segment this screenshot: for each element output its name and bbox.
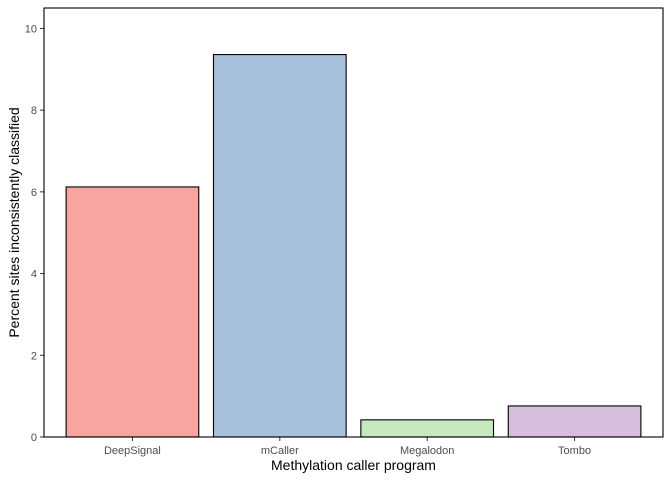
- x-tick-label: Megalodon: [400, 445, 454, 457]
- y-tick-label: 0: [31, 432, 37, 444]
- x-axis-title: Methylation caller program: [271, 457, 436, 473]
- bar-deepsignal: [65, 186, 200, 438]
- plot-panel-border: [43, 7, 664, 438]
- bar-megalodon: [360, 419, 495, 438]
- bar-mcaller: [212, 54, 347, 438]
- bar-tombo: [507, 405, 642, 438]
- y-axis: 0 2 4 6 8 10: [25, 23, 44, 444]
- x-tick-label: DeepSignal: [104, 445, 161, 457]
- x-tick-label: mCaller: [261, 445, 299, 457]
- y-axis-title: Percent sites inconsistently classified: [6, 107, 22, 337]
- y-tick-label: 8: [31, 105, 37, 117]
- y-tick-label: 6: [31, 187, 37, 199]
- x-axis: DeepSignal mCaller Megalodon Tombo: [104, 437, 591, 457]
- bar-group: [65, 54, 642, 438]
- y-tick-label: 2: [31, 350, 37, 362]
- x-tick-label: Tombo: [558, 445, 591, 457]
- y-tick-label: 10: [25, 23, 37, 35]
- y-tick-label: 4: [31, 269, 37, 281]
